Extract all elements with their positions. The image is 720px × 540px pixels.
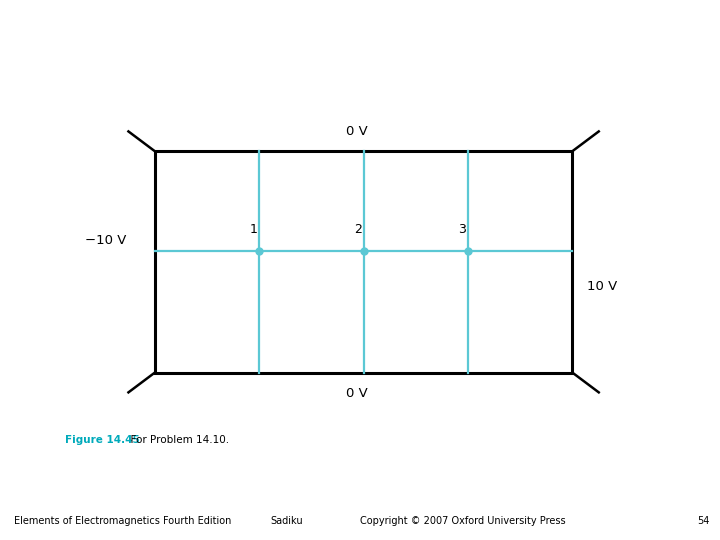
Text: 0 V: 0 V (346, 387, 367, 400)
Text: 1: 1 (250, 223, 257, 236)
Text: 10 V: 10 V (587, 280, 617, 293)
Text: Figure 14.45: Figure 14.45 (65, 435, 140, 445)
Text: −10 V: −10 V (85, 234, 126, 247)
Text: Elements of Electromagnetics Fourth Edition: Elements of Electromagnetics Fourth Edit… (14, 516, 232, 526)
Text: Sadiku: Sadiku (270, 516, 302, 526)
Text: 2: 2 (354, 223, 361, 236)
Text: For Problem 14.10.: For Problem 14.10. (124, 435, 229, 445)
Bar (155, 151, 572, 373)
Text: 54: 54 (697, 516, 709, 526)
Text: Copyright © 2007 Oxford University Press: Copyright © 2007 Oxford University Press (360, 516, 566, 526)
Text: 3: 3 (459, 223, 466, 236)
Text: 0 V: 0 V (346, 125, 367, 138)
